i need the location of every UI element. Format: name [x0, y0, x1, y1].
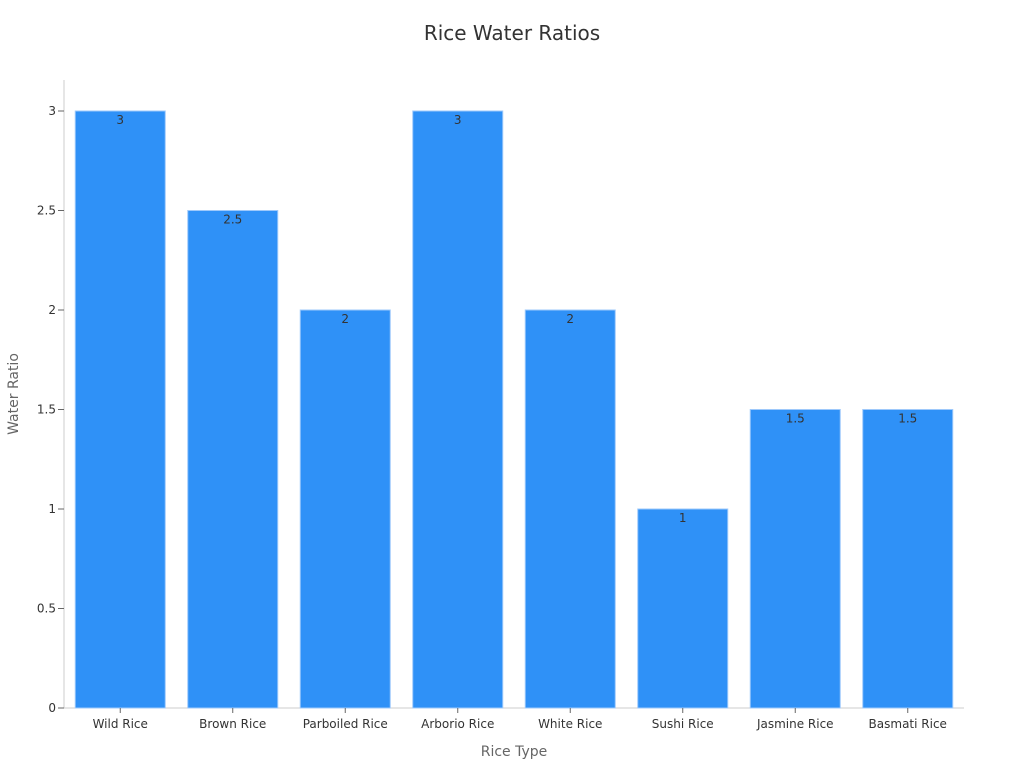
bar — [299, 309, 391, 709]
x-tick-label: Basmati Rice — [869, 717, 947, 731]
x-tick-label: Brown Rice — [199, 717, 266, 731]
bar — [524, 309, 616, 709]
bar-value-label: 3 — [454, 113, 462, 127]
x-axis-ticks: Wild Rice Brown Rice Parboiled Rice Arborio… — [93, 708, 947, 731]
y-axis-ticks: 0 0.5 1 1.5 2 2.5 3 — [37, 104, 64, 715]
x-tick-label: White Rice — [538, 717, 602, 731]
bar — [187, 210, 279, 709]
x-axis-title: Rice Type — [481, 744, 548, 760]
bar-value-label: 1 — [679, 511, 687, 525]
x-tick-label: Sushi Rice — [652, 717, 714, 731]
y-tick-label: 0 — [48, 701, 56, 715]
x-tick-label: Jasmine Rice — [756, 717, 834, 731]
bar-value-label: 1.5 — [786, 412, 805, 426]
y-tick-label: 0.5 — [37, 602, 56, 616]
bar-value-label: 2.5 — [223, 213, 242, 227]
bar — [749, 409, 841, 709]
bars-group: 3 2.5 2 3 2 1 1.5 1.5 — [74, 110, 954, 709]
bar — [412, 110, 504, 709]
bar-value-label: 2 — [341, 312, 349, 326]
y-tick-label: 1 — [48, 502, 56, 516]
bar-value-label: 1.5 — [898, 412, 917, 426]
x-tick-label: Wild Rice — [93, 717, 148, 731]
y-tick-label: 1.5 — [37, 403, 56, 417]
y-tick-label: 2 — [48, 303, 56, 317]
bar — [862, 409, 954, 709]
bar-value-label: 2 — [566, 312, 574, 326]
y-tick-label: 2.5 — [37, 204, 56, 218]
bar-value-label: 3 — [116, 113, 124, 127]
bar — [74, 110, 166, 709]
chart-title: Rice Water Ratios — [424, 21, 600, 45]
x-tick-label: Parboiled Rice — [303, 717, 388, 731]
x-tick-label: Arborio Rice — [421, 717, 494, 731]
y-tick-label: 3 — [48, 104, 56, 118]
bar — [637, 508, 729, 709]
y-axis-title: Water Ratio — [6, 353, 22, 435]
